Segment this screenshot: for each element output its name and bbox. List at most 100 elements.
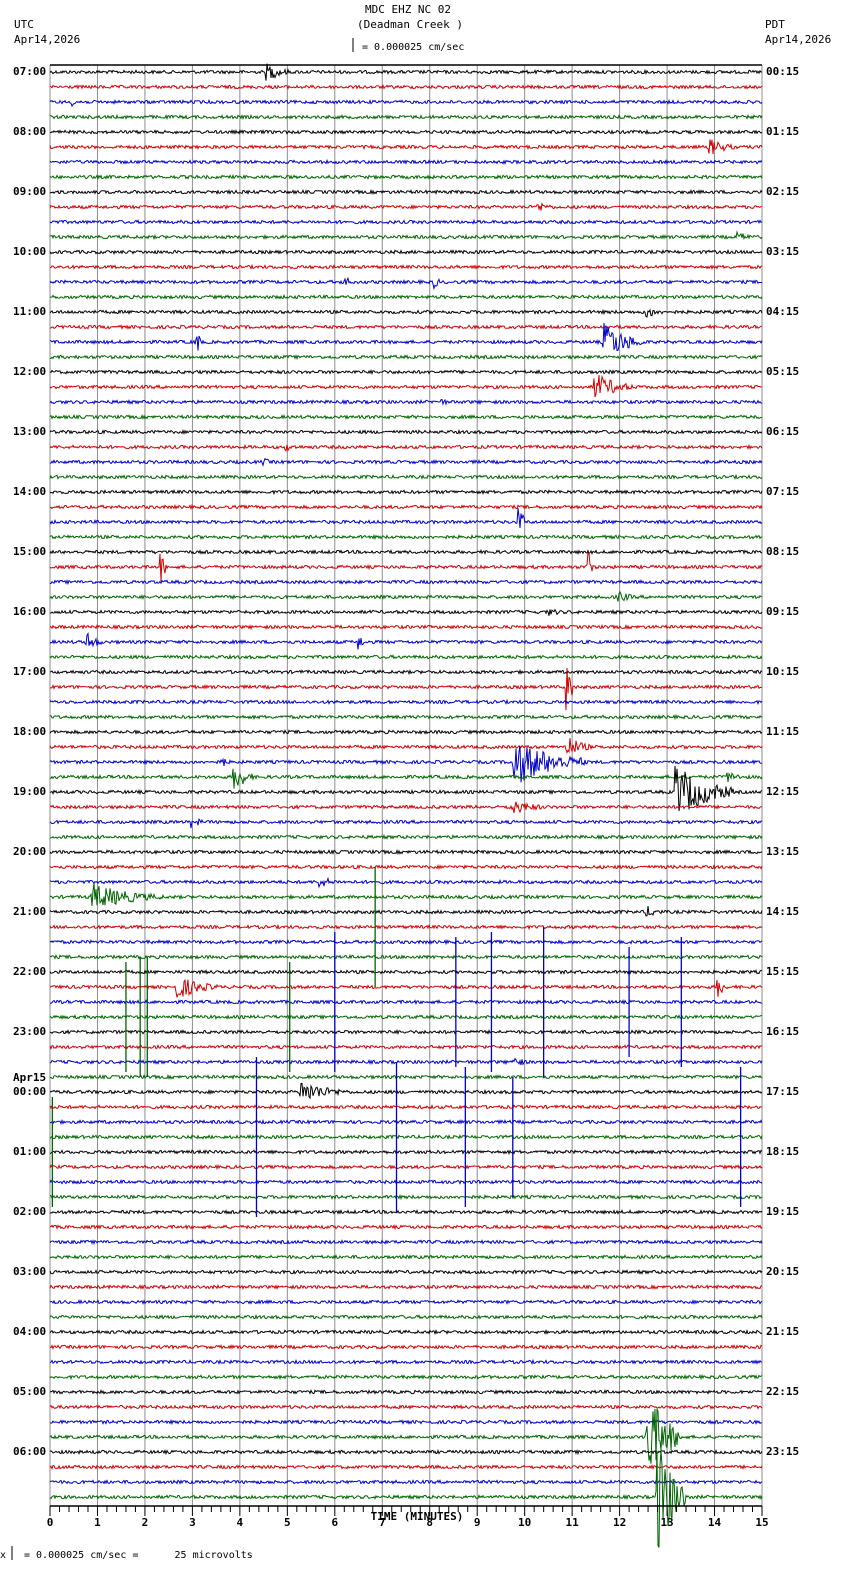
trace [49,968,763,976]
trace [50,999,763,1006]
trace [49,443,763,452]
trace [49,579,763,586]
trace [49,84,763,91]
left-date: Apr14,2026 [14,33,81,46]
utc-hour-label: 04:00 [13,1325,47,1338]
pdt-hour-label: 04:15 [766,305,800,318]
trace [49,1418,762,1426]
utc-hour-label: 23:00 [13,1025,47,1038]
x-tick-label: 15 [755,1516,769,1529]
utc-hour-label: 14:00 [13,485,47,498]
utc-hour-label: 01:00 [13,1145,47,1158]
trace [49,1464,763,1471]
trace [49,508,763,529]
x-tick-label: 12 [612,1516,627,1529]
trace [49,1029,763,1036]
trace [49,978,763,998]
trace [49,457,763,467]
trace [49,173,763,181]
trace [49,1298,763,1306]
pdt-hour-label: 05:15 [766,365,800,378]
trace [49,1103,763,1111]
trace [49,1149,763,1156]
trace [49,834,763,841]
x-tick-label: 9 [473,1516,481,1529]
trace [49,1328,763,1336]
pdt-hour-label: 11:15 [766,725,800,738]
trace [49,552,763,581]
pdt-hour-label: 09:15 [766,605,800,618]
pdt-hour-label: 22:15 [766,1385,800,1398]
x-tick-label: 6 [331,1516,339,1529]
trace [49,374,762,398]
date-change-label: Apr15 [13,1071,47,1084]
footer-scale-note: = 0.000025 cm/sec = 25 microvolts [24,1550,253,1561]
right-timezone: PDT [765,18,785,31]
trace [49,1057,763,1066]
trace [49,1448,763,1456]
x-tick-label: 2 [141,1516,149,1529]
utc-hour-label: 05:00 [13,1385,47,1398]
trace [49,230,763,241]
right-date: Apr14,2026 [765,33,832,46]
pdt-hour-label: 03:15 [766,245,800,258]
trace [49,263,763,271]
trace [49,765,763,812]
pdt-hour-label: 02:15 [766,185,800,198]
trace [49,1404,763,1410]
trace [49,369,763,376]
utc-hour-label: 13:00 [13,425,47,438]
pdt-hour-label: 13:15 [766,845,800,858]
footer-marker: x [0,1550,7,1561]
trace [49,1479,763,1485]
trace [49,863,763,871]
utc-hour-label: 15:00 [13,545,47,558]
trace [49,737,763,755]
trace [49,653,763,660]
trace [49,590,763,602]
trace [49,1133,763,1140]
trace [49,533,763,541]
trace [49,218,763,225]
trace [49,668,763,676]
trace [49,817,763,829]
trace [49,728,763,735]
pdt-hour-label: 06:15 [766,425,800,438]
pdt-hour-label: 23:15 [766,1445,800,1458]
utc-hour-label: 07:00 [13,65,47,78]
trace [49,1223,763,1231]
trace [49,1450,763,1548]
trace [49,248,763,255]
trace [49,503,763,511]
pdt-hour-label: 19:15 [766,1205,800,1218]
trace [49,876,763,889]
utc-hour-label: 06:00 [13,1445,47,1458]
trace [49,1073,763,1081]
trace [49,1388,763,1395]
left-timezone: UTC [14,18,34,31]
trace [49,768,763,789]
trace [49,353,763,361]
x-tick-label: 14 [707,1516,722,1529]
trace [50,713,763,721]
trace [49,1408,763,1464]
trace [49,1269,763,1275]
trace [49,1082,763,1100]
trace [49,324,763,330]
trace [49,113,763,121]
trace [49,1044,763,1050]
station-location: (Deadman Creek ) [357,18,463,31]
pdt-hour-label: 12:15 [766,785,800,798]
trace [49,608,763,616]
pdt-hour-label: 08:15 [766,545,800,558]
utc-hour-label: 17:00 [13,665,47,678]
trace [49,698,763,706]
trace [49,1313,763,1320]
trace [49,923,763,931]
trace [49,938,763,946]
trace [49,1344,763,1350]
pdt-hour-label: 00:15 [766,65,800,78]
scale-label: = 0.000025 cm/sec [362,42,465,53]
x-tick-label: 3 [189,1516,196,1529]
x-tick-label: 4 [236,1516,244,1529]
